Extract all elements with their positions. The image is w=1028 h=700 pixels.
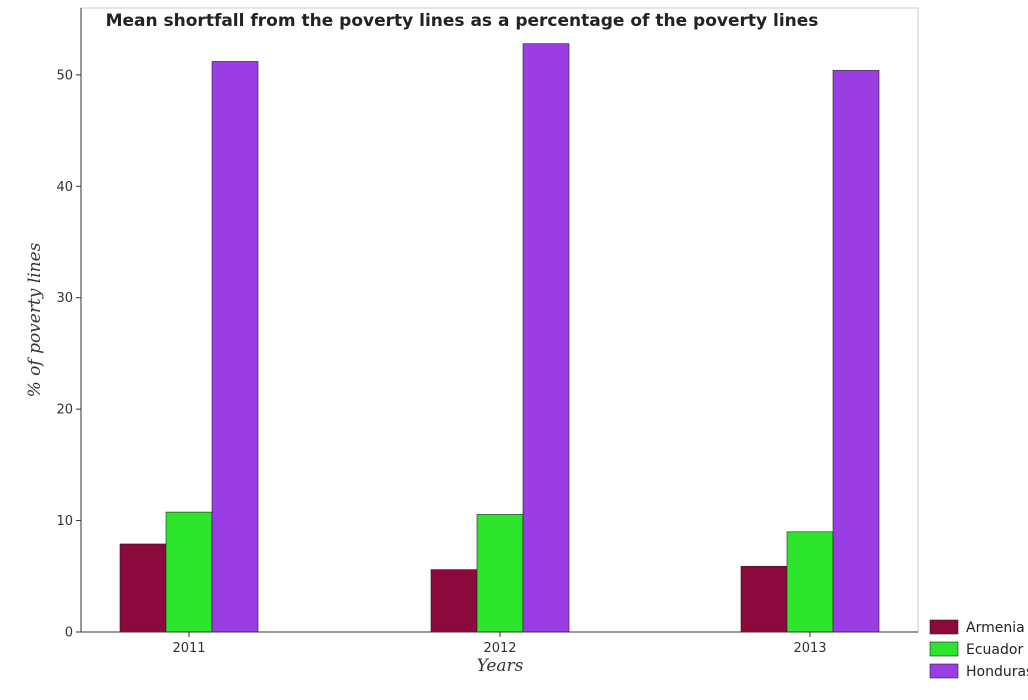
y-tick-label-50: 50 bbox=[56, 68, 73, 83]
legend-swatch-honduras bbox=[929, 663, 959, 679]
y-tick-label-0: 0 bbox=[65, 626, 73, 641]
y-tick-label-10: 10 bbox=[56, 514, 73, 529]
x-tick-label-2011: 2011 bbox=[172, 641, 205, 656]
legend-label-ecuador: Ecuador bbox=[966, 642, 1023, 658]
legend-swatch-armenia bbox=[929, 619, 959, 635]
bar-armenia-2011 bbox=[119, 543, 167, 633]
y-tick-label-20: 20 bbox=[56, 403, 73, 418]
bar-honduras-2011 bbox=[211, 61, 259, 633]
x-tick-label-2013: 2013 bbox=[793, 641, 826, 656]
bars-layer bbox=[119, 43, 880, 633]
x-tick-label-2012: 2012 bbox=[483, 641, 516, 656]
y-tick-label-40: 40 bbox=[56, 180, 73, 195]
bar-armenia-2012 bbox=[430, 569, 478, 633]
bar-ecuador-2011 bbox=[165, 511, 213, 633]
legend-label-honduras: Honduras bbox=[966, 664, 1028, 680]
x-axis: 2011 2012 2013 bbox=[81, 631, 918, 656]
legend: Armenia Ecuador Honduras bbox=[929, 619, 1028, 680]
legend-label-armenia: Armenia bbox=[966, 620, 1025, 636]
chart-title: Mean shortfall from the poverty lines as… bbox=[106, 11, 819, 31]
x-axis-label: Years bbox=[477, 656, 524, 676]
bar-honduras-2013 bbox=[832, 70, 880, 633]
y-axis-label: % of poverty lines bbox=[25, 242, 45, 397]
bar-ecuador-2012 bbox=[476, 514, 524, 633]
bar-ecuador-2013 bbox=[786, 531, 834, 633]
bar-armenia-2013 bbox=[740, 565, 788, 633]
legend-swatch-ecuador bbox=[929, 641, 959, 657]
bar-honduras-2012 bbox=[522, 43, 570, 633]
y-axis: 0 10 20 30 40 50 bbox=[56, 8, 82, 641]
y-tick-label-30: 30 bbox=[56, 291, 73, 306]
